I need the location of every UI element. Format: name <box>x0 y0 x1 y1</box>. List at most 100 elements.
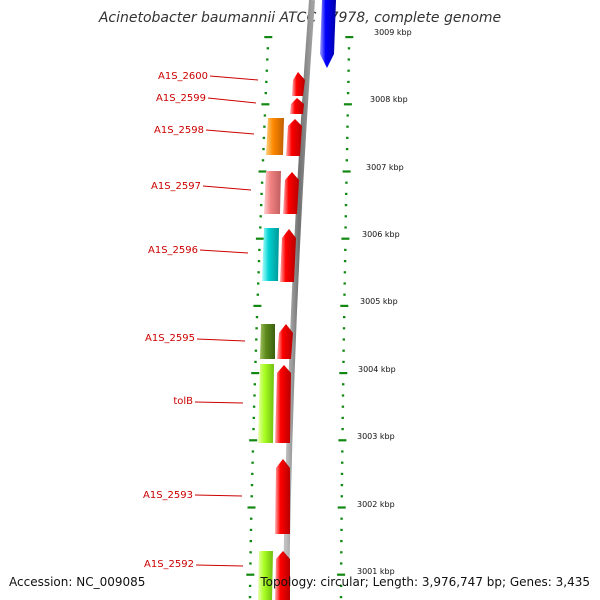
gene-label-a1s-2595[interactable]: A1S_2595 <box>145 333 195 344</box>
cog-block-salmon[interactable] <box>264 171 281 214</box>
map-title: Acinetobacter baumannii ATCC 17978, comp… <box>98 10 502 26</box>
ruler-label: 3008 kbp <box>370 95 408 104</box>
minor-tick <box>343 282 346 285</box>
minor-tick <box>340 495 343 498</box>
minor-tick <box>263 114 267 117</box>
major-tick <box>249 439 258 442</box>
minor-tick <box>259 226 262 229</box>
minor-tick <box>257 271 260 274</box>
minor-tick <box>345 192 348 195</box>
minor-tick <box>252 416 255 419</box>
minor-tick <box>345 181 348 184</box>
gene-labels: A1S_2600 A1S_2599 A1S_2598 A1S_2597 A1S_… <box>143 71 259 570</box>
leader-line <box>207 97 257 104</box>
minor-tick <box>345 148 349 151</box>
minor-tick <box>342 338 345 341</box>
leader-line <box>194 401 244 404</box>
minor-tick <box>266 47 269 50</box>
accession-label: Accession: NC_009085 <box>9 575 146 589</box>
minor-tick <box>343 260 347 263</box>
minor-tick <box>250 517 253 520</box>
minor-tick <box>339 584 343 587</box>
minor-tick <box>340 562 343 565</box>
minor-tick <box>263 125 266 128</box>
minor-tick <box>341 461 344 464</box>
cog-block-olive[interactable] <box>260 324 275 359</box>
gene-arrow-a1s-2595[interactable] <box>277 324 293 359</box>
minor-tick <box>341 428 344 431</box>
reverse-gene-arrow[interactable] <box>320 0 336 68</box>
gene-label-a1s-2592[interactable]: A1S_2592 <box>144 559 194 570</box>
minor-tick <box>340 472 344 475</box>
gene-label-a1s-2593[interactable]: A1S_2593 <box>143 490 193 501</box>
gene-arrow-a1s-2596[interactable] <box>280 229 296 282</box>
gene-arrow-a1s-2599[interactable] <box>290 98 304 114</box>
cog-block-orange[interactable] <box>266 118 284 155</box>
minor-tick <box>343 293 346 296</box>
minor-tick <box>252 428 255 431</box>
minor-tick <box>347 80 350 83</box>
minor-tick <box>257 282 260 285</box>
minor-tick <box>344 226 347 229</box>
minor-tick <box>266 58 269 61</box>
gene-arrow-a1s-2598[interactable] <box>286 119 302 156</box>
minor-tick <box>253 394 256 397</box>
cog-block-lime-2592[interactable] <box>258 551 273 600</box>
minor-tick <box>249 562 252 565</box>
gene-label-a1s-2600[interactable]: A1S_2600 <box>158 71 208 82</box>
minor-tick <box>340 484 344 487</box>
leader-line <box>199 249 249 254</box>
minor-tick <box>251 472 254 475</box>
minor-tick <box>251 450 255 453</box>
gene-arrow-tolb[interactable] <box>275 365 291 443</box>
minor-tick <box>342 383 345 386</box>
genome-summary-label: Topology: circular; Length: 3,976,747 bp… <box>260 575 590 589</box>
ruler-label: 3005 kbp <box>360 297 398 306</box>
minor-tick <box>258 248 261 251</box>
minor-tick <box>253 383 256 386</box>
minor-tick <box>265 69 268 72</box>
ruler-label: 3007 kbp <box>366 163 404 172</box>
minor-tick <box>342 360 345 363</box>
gene-label-a1s-2598[interactable]: A1S_2598 <box>154 125 204 136</box>
forward-gene-track <box>275 72 305 600</box>
minor-tick <box>344 204 348 207</box>
minor-tick <box>248 584 252 587</box>
major-tick <box>264 36 273 39</box>
cog-block-cyan[interactable] <box>262 228 279 281</box>
minor-tick <box>260 204 263 207</box>
gene-arrow-a1s-2597[interactable] <box>283 172 299 214</box>
gene-label-a1s-2596[interactable]: A1S_2596 <box>148 245 198 256</box>
minor-tick <box>343 271 347 274</box>
major-tick <box>345 36 354 39</box>
minor-tick <box>340 528 343 531</box>
major-tick <box>251 372 260 375</box>
minor-tick <box>254 360 257 363</box>
gene-arrow-a1s-2592[interactable] <box>275 551 290 600</box>
leader-line <box>195 564 244 567</box>
minor-tick <box>261 159 265 162</box>
major-tick <box>246 573 255 576</box>
cog-block-lime-tolb[interactable] <box>258 364 274 443</box>
gene-label-a1s-2597[interactable]: A1S_2597 <box>151 181 201 192</box>
minor-tick <box>255 316 259 319</box>
minor-tick <box>347 47 351 50</box>
minor-tick <box>254 349 258 352</box>
minor-tick <box>342 327 346 330</box>
gene-label-tolb[interactable]: tolB <box>173 396 193 407</box>
major-tick <box>342 170 351 173</box>
gene-arrow-a1s-2593[interactable] <box>275 459 290 534</box>
gene-arrow-a1s-2600[interactable] <box>292 72 305 96</box>
minor-tick <box>339 596 343 599</box>
gene-label-a1s-2599[interactable]: A1S_2599 <box>156 93 206 104</box>
minor-tick <box>347 58 350 61</box>
minor-tick <box>345 159 348 162</box>
major-tick <box>247 506 256 509</box>
major-tick <box>343 103 352 106</box>
minor-tick <box>344 248 347 251</box>
leader-line <box>196 338 246 342</box>
minor-tick <box>346 114 349 117</box>
inner-tick-track <box>246 36 273 599</box>
